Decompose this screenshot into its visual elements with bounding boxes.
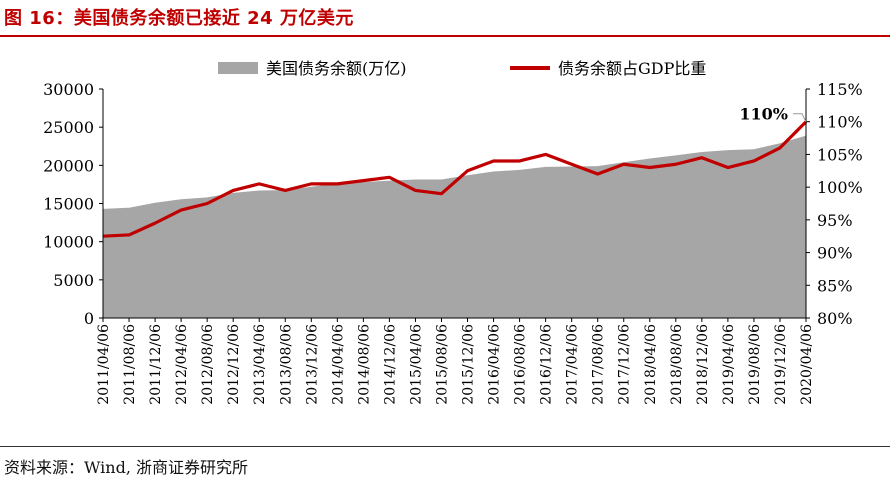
x-tick-label: 2020/04/06 [799, 324, 815, 405]
x-tick-label: 2011/04/06 [96, 324, 112, 405]
legend: 美国债务余额(万亿) 债务余额占GDP比重 [218, 59, 706, 78]
x-tick-label: 2015/04/06 [408, 324, 424, 405]
x-tick-label: 2016/08/06 [513, 324, 529, 405]
left-tick-label: 0 [84, 309, 94, 328]
debt-area-series [103, 135, 806, 318]
debt-gdp-ratio-line [102, 120, 808, 238]
figure-title: 图 16：美国债务余额已接近 24 万亿美元 [4, 8, 354, 29]
x-tick-label: 2012/12/06 [226, 324, 242, 405]
x-tick-label: 2015/12/06 [461, 324, 477, 405]
x-tick-label: 2014/04/06 [330, 324, 346, 405]
annotation-layer: 110% [739, 105, 807, 124]
x-tick-label: 2013/12/06 [304, 324, 320, 405]
right-tick-label: 95% [817, 211, 853, 230]
x-tick-label: 2017/12/06 [617, 324, 633, 405]
x-tick-label: 2018/08/06 [669, 324, 685, 405]
right-tick-label: 80% [817, 309, 853, 328]
source-divider [0, 446, 890, 447]
annotation-label: 110% [739, 105, 788, 124]
title-divider [0, 35, 890, 37]
axes: 0 5000 10000 15000 20000 25000 30000 80% 85% 90% 9… [43, 80, 863, 405]
legend-label-ratio: 债务余额占GDP比重 [558, 59, 706, 78]
x-tick-label: 2012/08/06 [200, 324, 216, 405]
x-tick-label: 2014/12/06 [382, 324, 398, 405]
right-tick-label: 90% [817, 244, 853, 263]
x-tick-label: 2014/08/06 [356, 324, 372, 405]
x-tick-label: 2012/04/06 [174, 324, 190, 405]
debt-chart: 美国债务余额(万亿) 债务余额占GDP比重 0 5000 10000 15000 2000… [43, 59, 863, 405]
x-tick-label: 2017/08/06 [591, 324, 607, 405]
x-tick-label: 2013/04/06 [252, 324, 268, 405]
right-tick-label: 100% [817, 178, 863, 197]
line-layer [102, 120, 808, 238]
x-tick-label: 2015/08/06 [434, 324, 450, 405]
left-tick-label: 5000 [53, 271, 94, 290]
left-tick-label: 20000 [43, 156, 94, 175]
left-tick-label: 15000 [43, 195, 94, 214]
x-tick-label: 2013/08/06 [278, 324, 294, 405]
x-tick-label: 2018/04/06 [643, 324, 659, 405]
x-tick-label: 2016/04/06 [487, 324, 503, 405]
x-tick-label: 2019/04/06 [721, 324, 737, 405]
x-tick-label: 2017/04/06 [565, 324, 581, 405]
legend-swatch-debt [218, 62, 258, 74]
right-tick-label: 110% [817, 113, 863, 132]
x-tick-label: 2018/12/06 [695, 324, 711, 405]
area-layer [103, 135, 806, 318]
x-tick-label: 2011/12/06 [148, 324, 164, 405]
left-tick-label: 10000 [43, 233, 94, 252]
x-tick-label: 2011/08/06 [122, 324, 138, 405]
right-tick-label: 115% [817, 80, 863, 99]
annotation-leader [793, 113, 807, 122]
source-note: 资料来源：Wind, 浙商证券研究所 [4, 458, 249, 477]
x-tick-label: 2019/08/06 [747, 324, 763, 405]
x-tick-label: 2019/12/06 [773, 324, 789, 405]
left-tick-label: 25000 [43, 118, 94, 137]
left-tick-label: 30000 [43, 80, 94, 99]
right-tick-label: 105% [817, 145, 863, 164]
right-tick-label: 85% [817, 276, 853, 295]
legend-label-debt: 美国债务余额(万亿) [266, 59, 407, 78]
x-tick-label: 2016/12/06 [539, 324, 555, 405]
